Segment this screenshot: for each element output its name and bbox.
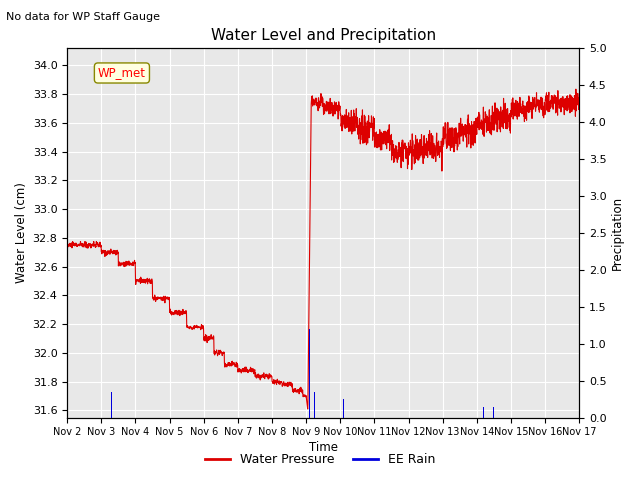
Legend: Water Pressure, EE Rain: Water Pressure, EE Rain — [200, 448, 440, 471]
Bar — [343, 399, 344, 418]
X-axis label: Time: Time — [308, 442, 338, 455]
Bar — [111, 392, 112, 418]
Title: Water Level and Precipitation: Water Level and Precipitation — [211, 28, 436, 43]
Bar — [314, 392, 315, 418]
Y-axis label: Precipitation: Precipitation — [611, 196, 624, 270]
Text: WP_met: WP_met — [98, 67, 146, 80]
Y-axis label: Water Level (cm): Water Level (cm) — [15, 182, 28, 283]
Bar — [483, 407, 484, 418]
Bar — [111, 392, 112, 418]
Bar — [493, 407, 494, 418]
Bar — [309, 329, 310, 418]
Text: No data for WP Staff Gauge: No data for WP Staff Gauge — [6, 12, 161, 22]
